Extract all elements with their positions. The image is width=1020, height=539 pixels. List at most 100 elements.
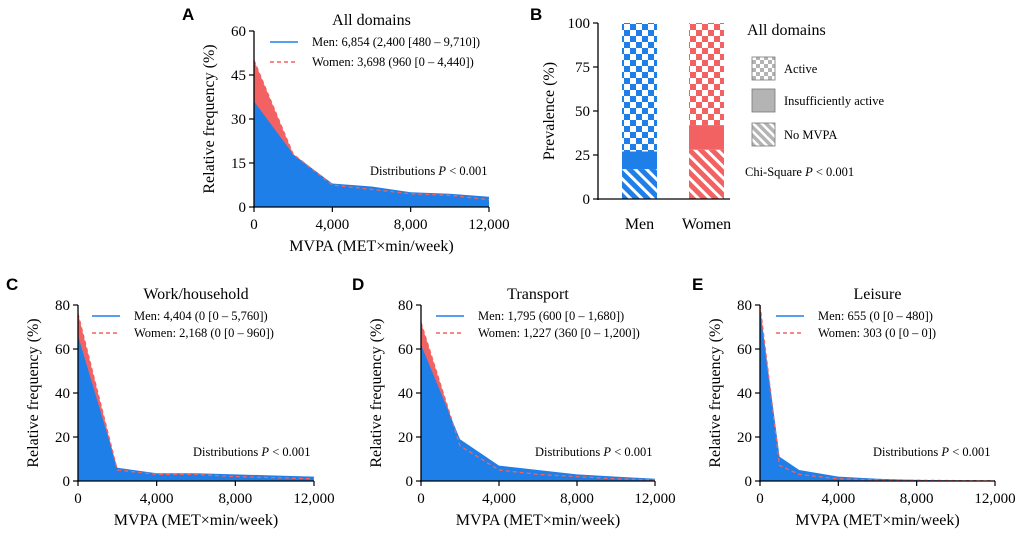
- distribution-p-value: Distributions P < 0.001: [873, 445, 991, 459]
- panel-label-d: D: [352, 275, 364, 294]
- x-tick-label: 12,000: [468, 217, 509, 233]
- y-tick-label: 80: [737, 298, 752, 314]
- panel-label-b: B: [530, 5, 542, 24]
- y-tick-label: 75: [575, 60, 590, 76]
- x-axis-label: MVPA (MET×min/week): [114, 512, 278, 529]
- bar-women-no-mvpa: [689, 149, 724, 199]
- bar-men-insufficient: [622, 151, 657, 170]
- y-tick-label: 0: [583, 192, 591, 208]
- x-tick-label: 4,000: [482, 491, 516, 507]
- y-axis-label: Prevalence (%): [541, 62, 558, 160]
- y-axis-label: Relative frequency (%): [368, 318, 385, 467]
- panel-label-c: C: [6, 275, 18, 294]
- women-line: [253, 60, 490, 201]
- chart-panel-d: 0 20 40 60 80 0 4,000 8,000 12,000 Transport MVPA …: [368, 286, 676, 529]
- y-tick-label: 60: [737, 342, 752, 358]
- x-tick-label: 12,000: [293, 491, 334, 507]
- chart-panel-b: Men Women 0 25 50 75 100 Prevalence (%) All doma…: [541, 16, 885, 233]
- legend-men-label: Men: 1,795 (600 [0 – 1,680]): [478, 309, 624, 323]
- chart-title: Transport: [507, 286, 569, 303]
- y-tick-label: 0: [406, 474, 414, 490]
- legend-label: No MVPA: [784, 128, 837, 142]
- x-tick-label: 12,000: [974, 491, 1015, 507]
- legend-men-label: Men: 655 (0 [0 – 480]): [818, 309, 933, 323]
- x-tick-label: 8,000: [560, 491, 594, 507]
- y-tick-label: 0: [239, 200, 247, 216]
- y-tick-label: 25: [575, 148, 590, 164]
- y-tick-label: 20: [55, 430, 70, 446]
- y-tick-label: 60: [55, 342, 70, 358]
- legend-men-label: Men: 6,854 (2,400 [480 – 9,710]): [312, 35, 480, 49]
- y-tick-label: 60: [398, 342, 413, 358]
- x-axis-label: MVPA (MET×min/week): [795, 512, 959, 529]
- legend-women-label: Women: 303 (0 [0 – 0]): [818, 326, 936, 340]
- y-tick-label: 50: [575, 104, 590, 120]
- bar-women-insufficient: [689, 125, 724, 150]
- y-tick-label: 30: [231, 112, 246, 128]
- legend-title: All domains: [747, 22, 826, 39]
- legend-women-label: Women: 3,698 (960 [0 – 4,440]): [312, 55, 474, 69]
- bar-men-no-mvpa: [622, 169, 657, 199]
- distribution-p-value: Distributions P < 0.001: [535, 445, 653, 459]
- legend-women-label: Women: 2,168 (0 [0 – 960]): [134, 326, 274, 340]
- x-tick-label: 0: [74, 491, 82, 507]
- x-tick-label: 8,000: [900, 491, 934, 507]
- x-tick-label: 12,000: [634, 491, 675, 507]
- y-axis-label: Relative frequency (%): [707, 318, 724, 467]
- chart-panel-e: 0 20 40 60 80 0 4,000 8,000 12,000 Leisure MVPA (M…: [707, 286, 1016, 529]
- legend-swatch-active: [751, 56, 776, 81]
- y-tick-label: 80: [398, 298, 413, 314]
- legend-swatch-no-mvpa: [751, 122, 776, 147]
- chart-panel-c: 0 20 40 60 80 0 4,000 8,000 12,000 Work/household…: [25, 286, 335, 529]
- chart-panel-a: 0 15 30 45 60 0 4,000 8,000 12,000 All domains MVP…: [201, 12, 510, 255]
- men-area: [760, 309, 995, 481]
- women-line: [420, 322, 656, 481]
- y-tick-label: 40: [398, 386, 413, 402]
- legend-women-label: Women: 1,227 (360 [0 – 1,200]): [478, 326, 640, 340]
- legend-swatch-insufficiently-active: [751, 88, 776, 113]
- legend-men-label: Men: 4,404 (0 [0 – 5,760]): [134, 309, 268, 323]
- panel-label-e: E: [692, 275, 703, 294]
- y-axis-label: Relative frequency (%): [201, 44, 218, 193]
- x-tick-label: 4,000: [821, 491, 855, 507]
- women-line: [77, 313, 315, 480]
- chart-title: All domains: [332, 12, 411, 29]
- y-axis-label: Relative frequency (%): [25, 318, 42, 467]
- legend-label: Active: [784, 62, 818, 76]
- x-tick-label: Men: [625, 216, 654, 233]
- x-axis-label: MVPA (MET×min/week): [289, 238, 453, 255]
- x-tick-label: 8,000: [394, 217, 428, 233]
- men-area: [254, 101, 489, 207]
- y-tick-label: 20: [737, 430, 752, 446]
- x-tick-label: 0: [417, 491, 425, 507]
- x-tick-label: 0: [756, 491, 764, 507]
- y-tick-label: 0: [63, 474, 71, 490]
- legend-label: Insufficiently active: [784, 94, 885, 108]
- x-tick-label: Women: [682, 216, 731, 233]
- x-tick-label: 0: [250, 217, 258, 233]
- men-area: [421, 344, 655, 481]
- distribution-p-value: Distributions P < 0.001: [193, 445, 311, 459]
- panel-label-a: A: [182, 5, 194, 24]
- chi-square-p-value: Chi-Square P < 0.001: [745, 165, 854, 179]
- y-tick-label: 100: [568, 16, 591, 32]
- y-tick-label: 45: [231, 68, 246, 84]
- x-axis-label: MVPA (MET×min/week): [456, 512, 620, 529]
- y-tick-label: 40: [737, 386, 752, 402]
- x-tick-label: 4,000: [315, 217, 349, 233]
- y-tick-label: 80: [55, 298, 70, 314]
- bar-men-active: [622, 23, 657, 152]
- chart-title: Leisure: [854, 286, 902, 303]
- chart-title: Work/household: [143, 286, 248, 303]
- y-tick-label: 0: [745, 474, 753, 490]
- y-tick-label: 40: [55, 386, 70, 402]
- y-tick-label: 60: [231, 24, 246, 40]
- x-tick-label: 8,000: [218, 491, 252, 507]
- x-tick-label: 4,000: [140, 491, 174, 507]
- men-area: [78, 335, 314, 481]
- distribution-p-value: Distributions P < 0.001: [370, 164, 488, 178]
- y-tick-label: 15: [231, 156, 246, 172]
- y-tick-label: 20: [398, 430, 413, 446]
- bar-women-active: [689, 23, 724, 126]
